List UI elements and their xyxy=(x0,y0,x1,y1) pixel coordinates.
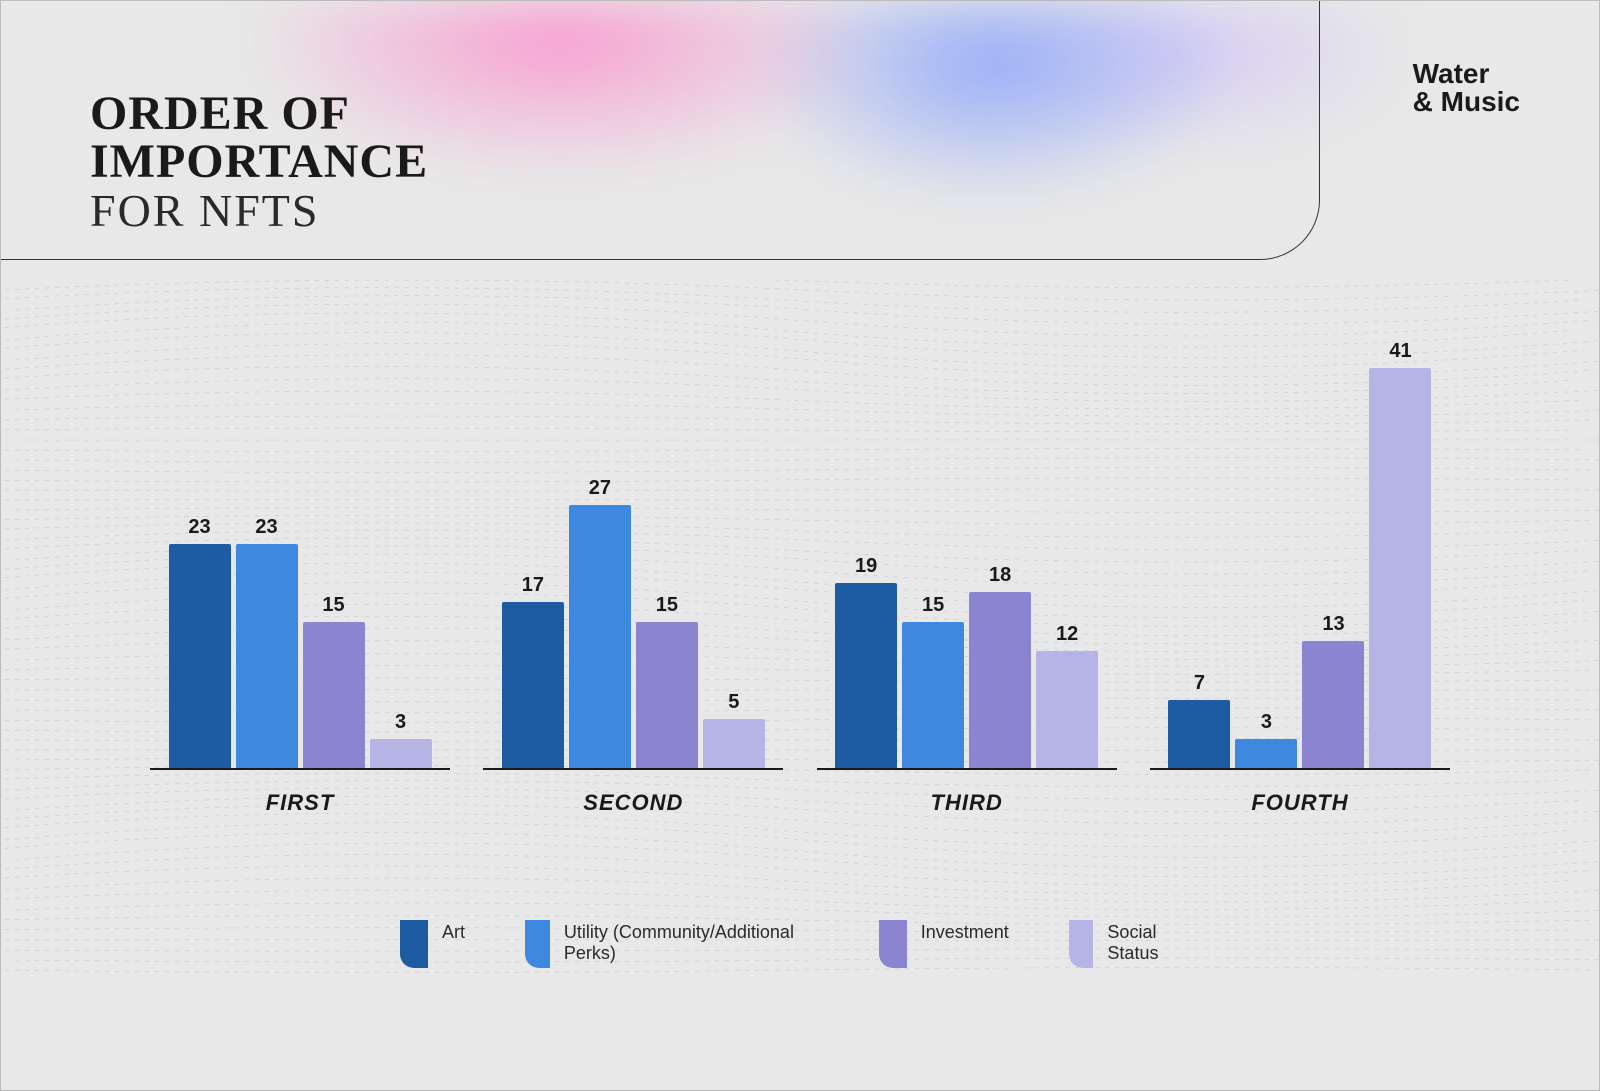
bar-utility: 23 xyxy=(236,544,298,768)
legend-swatch xyxy=(525,920,550,968)
bar-art: 17 xyxy=(502,602,564,768)
bar-group: 19151812THIRD xyxy=(817,370,1117,820)
bars-row: 731341 xyxy=(1150,370,1450,770)
bar-value-label: 27 xyxy=(589,477,611,500)
page-title: ORDER OF IMPORTANCE FOR NFTS xyxy=(90,90,428,237)
bar-art: 19 xyxy=(835,583,897,768)
bar-group: 2323153FIRST xyxy=(150,370,450,820)
bar-value-label: 3 xyxy=(395,711,406,734)
legend-label: Investment xyxy=(921,920,1009,943)
brand-logo: Water & Music xyxy=(1413,60,1520,116)
legend-swatch xyxy=(879,920,907,968)
bar-group: 731341FOURTH xyxy=(1150,370,1450,820)
bar-value-label: 15 xyxy=(656,594,678,617)
bar-art: 23 xyxy=(169,544,231,768)
brand-line2: & Music xyxy=(1413,88,1520,116)
bar-investment: 15 xyxy=(636,622,698,768)
bar-value-label: 19 xyxy=(855,555,877,578)
bar-value-label: 7 xyxy=(1194,672,1205,695)
title-line3: FOR NFTS xyxy=(90,186,428,237)
legend-item-art: Art xyxy=(400,920,465,968)
legend-swatch xyxy=(1069,920,1094,968)
bar-social: 3 xyxy=(370,739,432,768)
bar-value-label: 23 xyxy=(255,516,277,539)
bar-value-label: 15 xyxy=(922,594,944,617)
bar-social: 41 xyxy=(1369,368,1431,768)
bar-utility: 15 xyxy=(902,622,964,768)
legend-item-investment: Investment xyxy=(879,920,1009,968)
legend-swatch xyxy=(400,920,428,968)
bar-group: 1727155SECOND xyxy=(483,370,783,820)
legend-item-social: Social Status xyxy=(1069,920,1200,968)
bars-row: 2323153 xyxy=(150,370,450,770)
group-label: THIRD xyxy=(817,790,1117,816)
group-label: SECOND xyxy=(483,790,783,816)
bar-utility: 3 xyxy=(1235,739,1297,768)
legend-label: Social Status xyxy=(1107,920,1200,964)
bars-row: 19151812 xyxy=(817,370,1117,770)
bar-value-label: 15 xyxy=(322,594,344,617)
bar-value-label: 3 xyxy=(1261,711,1272,734)
bar-value-label: 17 xyxy=(522,574,544,597)
bar-investment: 18 xyxy=(969,592,1031,768)
bar-value-label: 13 xyxy=(1322,613,1344,636)
legend: Art Utility (Community/Additional Perks) I… xyxy=(400,920,1200,968)
bar-investment: 13 xyxy=(1302,641,1364,768)
bar-investment: 15 xyxy=(303,622,365,768)
title-line2: IMPORTANCE xyxy=(90,138,428,186)
bar-value-label: 23 xyxy=(188,516,210,539)
bars-row: 1727155 xyxy=(483,370,783,770)
bar-chart: 2323153FIRST1727155SECOND19151812THIRD73… xyxy=(150,370,1450,820)
bar-value-label: 5 xyxy=(728,691,739,714)
brand-line1: Water xyxy=(1413,60,1520,88)
bar-social: 12 xyxy=(1036,651,1098,768)
group-label: FIRST xyxy=(150,790,450,816)
bar-value-label: 41 xyxy=(1389,340,1411,363)
bar-value-label: 12 xyxy=(1056,623,1078,646)
bar-value-label: 18 xyxy=(989,564,1011,587)
bar-art: 7 xyxy=(1168,700,1230,768)
title-line1: ORDER OF xyxy=(90,90,428,138)
bar-social: 5 xyxy=(703,719,765,768)
group-label: FOURTH xyxy=(1150,790,1450,816)
bar-utility: 27 xyxy=(569,505,631,768)
legend-item-utility: Utility (Community/Additional Perks) xyxy=(525,920,819,968)
legend-label: Utility (Community/Additional Perks) xyxy=(564,920,819,964)
legend-label: Art xyxy=(442,920,465,943)
